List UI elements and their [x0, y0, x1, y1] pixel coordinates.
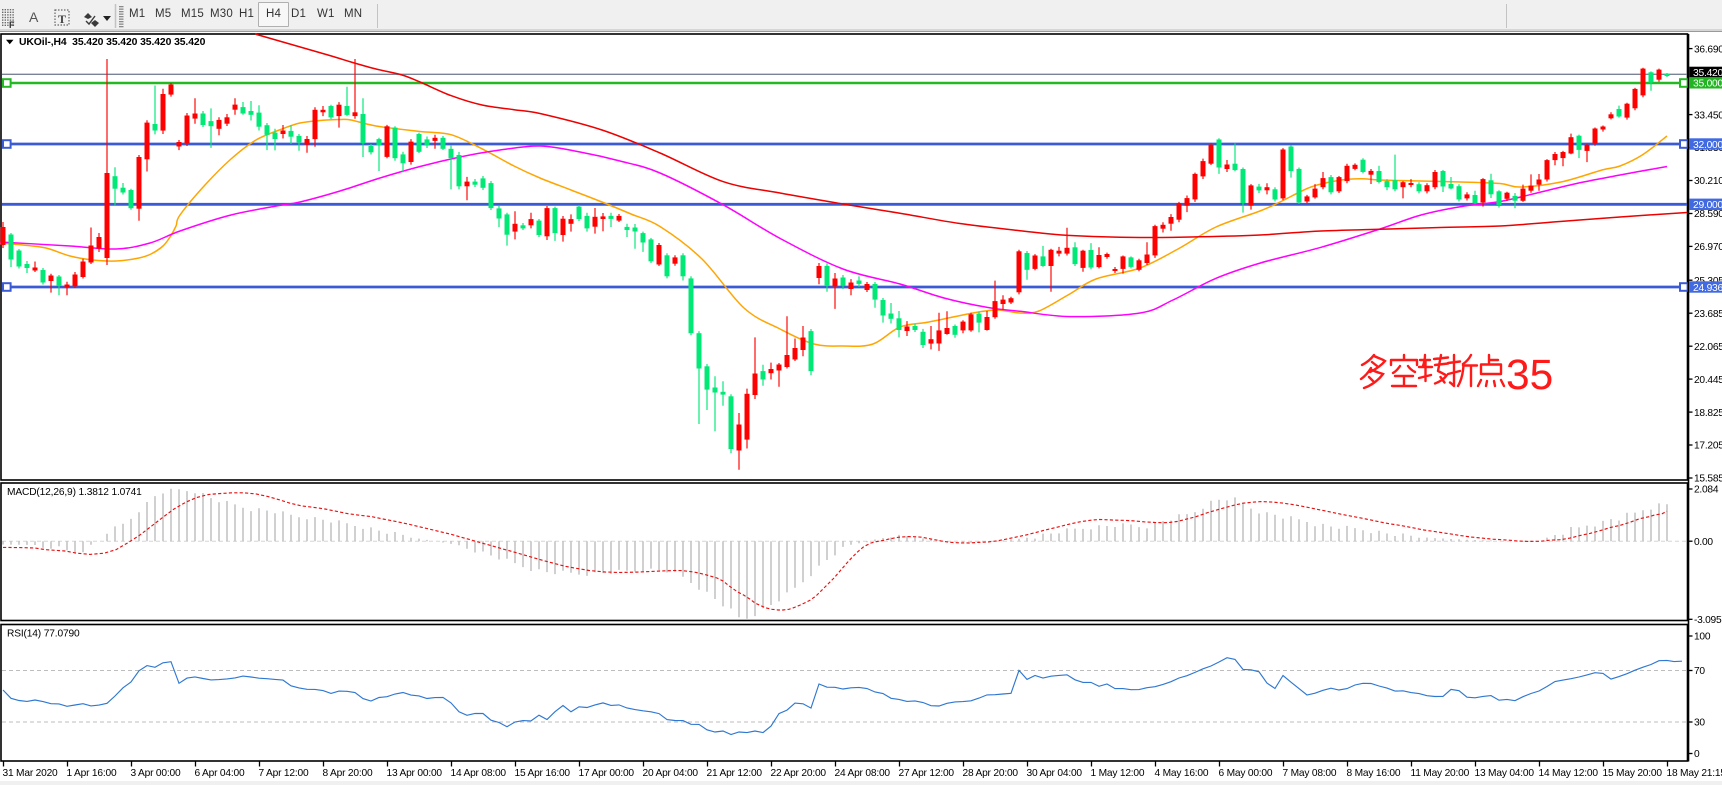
- svg-text:30: 30: [1694, 718, 1705, 729]
- svg-text:0: 0: [1694, 749, 1700, 760]
- svg-text:15 May 20:00: 15 May 20:00: [1603, 768, 1663, 779]
- svg-text:RSI(14) 77.0790: RSI(14) 77.0790: [7, 629, 80, 640]
- svg-text:14 May 12:00: 14 May 12:00: [1539, 768, 1599, 779]
- svg-text:30 Apr 04:00: 30 Apr 04:00: [1027, 768, 1083, 779]
- svg-text:6 Apr 04:00: 6 Apr 04:00: [195, 768, 245, 779]
- svg-text:24 Apr 08:00: 24 Apr 08:00: [835, 768, 891, 779]
- svg-text:27 Apr 12:00: 27 Apr 12:00: [899, 768, 955, 779]
- svg-text:T: T: [58, 12, 66, 26]
- svg-text:2.084: 2.084: [1694, 485, 1719, 496]
- svg-text:15.585: 15.585: [1694, 474, 1722, 485]
- svg-text:28 Apr 20:00: 28 Apr 20:00: [963, 768, 1019, 779]
- svg-text:13 May 04:00: 13 May 04:00: [1475, 768, 1535, 779]
- svg-text:8 Apr 20:00: 8 Apr 20:00: [323, 768, 373, 779]
- svg-text:36.690: 36.690: [1694, 44, 1722, 55]
- svg-text:F: F: [9, 20, 15, 30]
- svg-text:1 Apr 16:00: 1 Apr 16:00: [67, 768, 117, 779]
- svg-text:7 May 08:00: 7 May 08:00: [1283, 768, 1337, 779]
- svg-text:3 Apr 00:00: 3 Apr 00:00: [131, 768, 181, 779]
- svg-text:15 Apr 16:00: 15 Apr 16:00: [515, 768, 571, 779]
- svg-text:17.205: 17.205: [1694, 441, 1722, 452]
- svg-text:A: A: [29, 9, 39, 25]
- svg-text:31 Mar 2020: 31 Mar 2020: [3, 768, 59, 779]
- svg-text:29.000: 29.000: [1693, 200, 1722, 211]
- svg-text:26.970: 26.970: [1694, 242, 1722, 253]
- svg-text:70: 70: [1694, 666, 1705, 677]
- svg-text:4 May 16:00: 4 May 16:00: [1155, 768, 1209, 779]
- svg-text:33.450: 33.450: [1694, 110, 1722, 121]
- svg-text:20.445: 20.445: [1694, 375, 1722, 386]
- svg-text:28.590: 28.590: [1694, 209, 1722, 220]
- svg-text:8 May 16:00: 8 May 16:00: [1347, 768, 1401, 779]
- svg-text:14 Apr 08:00: 14 Apr 08:00: [451, 768, 507, 779]
- svg-text:11 May 20:00: 11 May 20:00: [1411, 768, 1470, 779]
- svg-text:18 May 21:15: 18 May 21:15: [1667, 768, 1722, 779]
- svg-text:7 Apr 12:00: 7 Apr 12:00: [259, 768, 309, 779]
- svg-text:13 Apr 00:00: 13 Apr 00:00: [387, 768, 443, 779]
- svg-text:MACD(12,26,9) 1.3812 1.0741: MACD(12,26,9) 1.3812 1.0741: [7, 487, 142, 498]
- svg-text:0.00: 0.00: [1694, 537, 1713, 548]
- svg-text:20 Apr 04:00: 20 Apr 04:00: [643, 768, 699, 779]
- svg-text:1 May 12:00: 1 May 12:00: [1091, 768, 1145, 779]
- svg-text:22 Apr 20:00: 22 Apr 20:00: [771, 768, 827, 779]
- svg-text:18.825: 18.825: [1694, 408, 1722, 419]
- svg-text:UKOil-,H4 35.420 35.420 35.42: UKOil-,H4 35.420 35.420 35.420 35.420: [19, 37, 206, 48]
- svg-text:24.936: 24.936: [1693, 283, 1722, 294]
- svg-text:35.420: 35.420: [1693, 68, 1722, 79]
- svg-text:100: 100: [1694, 632, 1711, 643]
- svg-text:6 May 00:00: 6 May 00:00: [1219, 768, 1273, 779]
- svg-text:22.065: 22.065: [1694, 342, 1722, 353]
- svg-text:32.000: 32.000: [1693, 140, 1722, 151]
- svg-text:35.000: 35.000: [1693, 79, 1722, 90]
- svg-text:17 Apr 00:00: 17 Apr 00:00: [579, 768, 635, 779]
- svg-text:30.210: 30.210: [1694, 176, 1722, 187]
- svg-text:-3.0957: -3.0957: [1694, 615, 1722, 626]
- svg-text:23.685: 23.685: [1694, 309, 1722, 320]
- svg-text:21 Apr 12:00: 21 Apr 12:00: [707, 768, 763, 779]
- svg-text:35: 35: [1506, 352, 1553, 399]
